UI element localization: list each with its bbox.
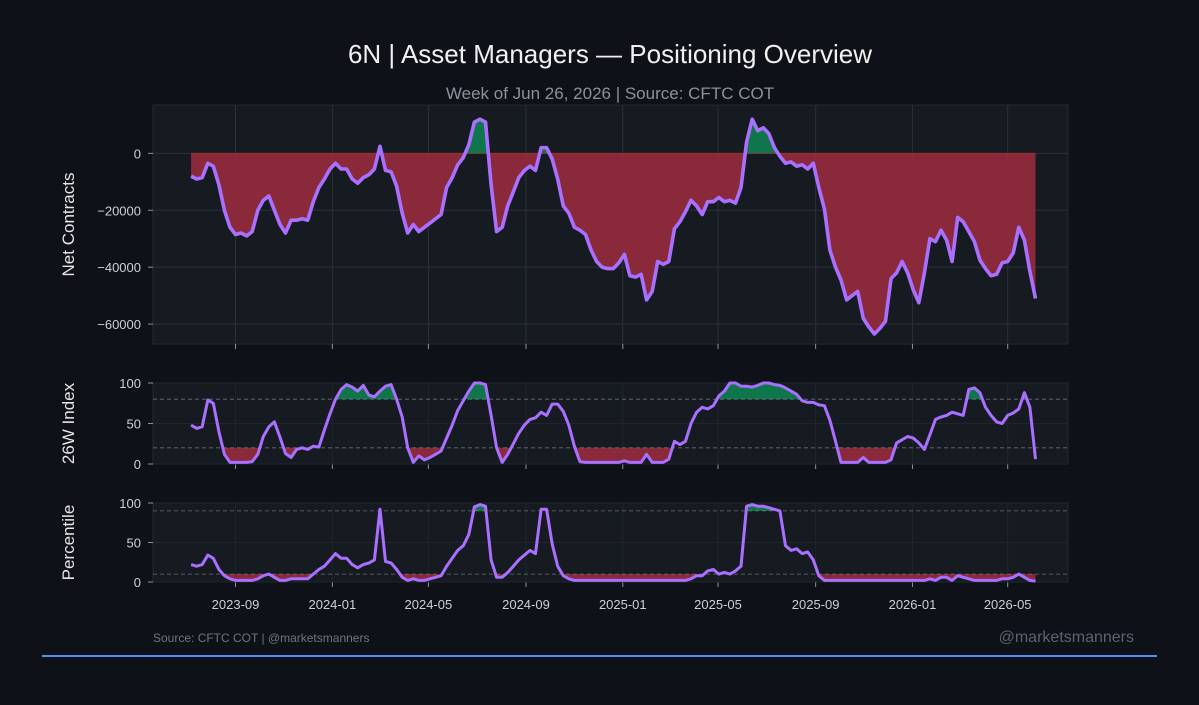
series-line [190, 117, 1038, 336]
x-tick-label: 2024-01 [308, 597, 356, 612]
positive-fill [335, 383, 1027, 400]
x-tick-label: 2025-09 [792, 597, 840, 612]
y-tick-label: 0 [134, 457, 141, 472]
y-axis-label: Net Contracts [59, 173, 78, 277]
y-tick-label: 50 [127, 417, 141, 432]
y-tick-label: −20000 [97, 203, 141, 218]
x-tick-label: 2026-01 [889, 597, 937, 612]
y-tick-label: −40000 [97, 260, 141, 275]
y-tick-label: 100 [119, 496, 141, 511]
accent-rule [42, 655, 1157, 657]
x-tick-label: 2023-09 [212, 597, 260, 612]
x-tick-label: 2025-05 [694, 597, 742, 612]
y-tick-label: 50 [127, 536, 141, 551]
x-tick-label: 2024-09 [502, 597, 550, 612]
negative-fill [191, 153, 1036, 334]
panel-26w-index: 0 50 100 26W Index [59, 376, 1069, 472]
watermark: @marketsmanners [999, 629, 1134, 646]
footer-source: Source: CFTC COT | @marketsmanners [153, 631, 369, 645]
chart-title: 6N | Asset Managers — Positioning Overvi… [348, 39, 872, 69]
chart-subtitle: Week of Jun 26, 2026 | Source: CFTC COT [446, 84, 774, 103]
series-line [190, 503, 1036, 583]
panel-net-contracts: 0 −20000 −40000 −60000 Net Contracts [59, 104, 1069, 349]
y-tick-label: 0 [134, 575, 141, 590]
x-tick-label: 2024-05 [405, 597, 453, 612]
positive-fill [378, 119, 779, 154]
y-tick-label: 100 [119, 376, 141, 391]
series-line [190, 381, 1037, 464]
y-axis-label: Percentile [59, 505, 78, 581]
x-tick-label: 2025-01 [599, 597, 647, 612]
y-axis-label: 26W Index [59, 382, 78, 464]
y-tick-label: 0 [134, 146, 141, 161]
chart-panels: 0 −20000 −40000 −60000 Net Contracts 0 50 100 26… [59, 104, 1069, 612]
y-tick-label: −60000 [97, 317, 141, 332]
panel-percentile: 0 50 100 Percentile 2023-09 2024-01 2024-05 202… [59, 496, 1069, 612]
x-tick-label: 2026-05 [984, 597, 1032, 612]
